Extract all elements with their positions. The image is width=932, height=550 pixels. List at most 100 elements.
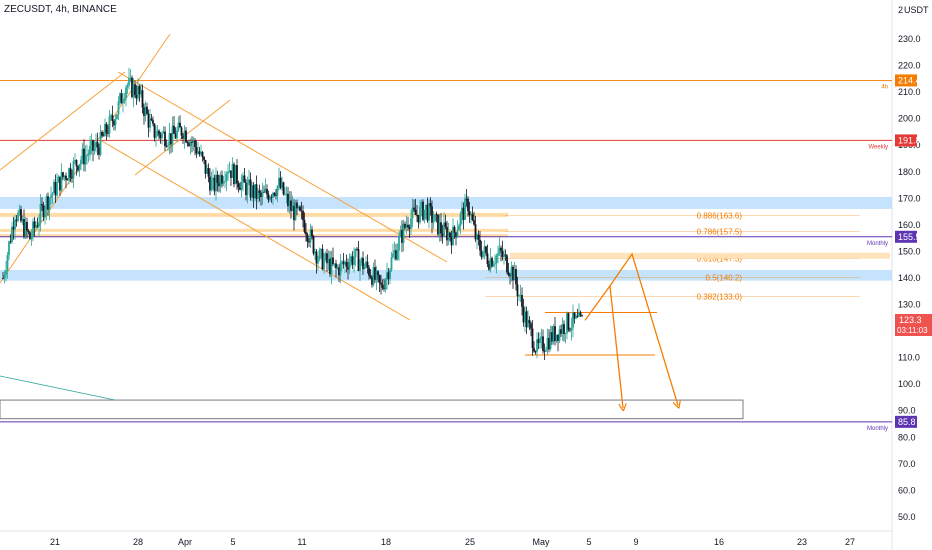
- candle-body: [215, 174, 217, 192]
- candle-body: [129, 77, 132, 79]
- candle-body: [30, 236, 33, 240]
- y-tick-label: 100.0: [898, 379, 921, 389]
- candle-body: [65, 175, 67, 180]
- candle-body: [476, 234, 478, 240]
- candle-body: [267, 194, 270, 201]
- candle-body: [438, 222, 441, 235]
- candle-body: [278, 177, 280, 186]
- candle-body: [503, 254, 505, 258]
- candle-body: [203, 156, 205, 160]
- candle-body: [204, 159, 207, 174]
- candle-body: [399, 230, 402, 237]
- candle-body: [392, 253, 394, 258]
- candle-body: [14, 219, 16, 230]
- candle-body: [6, 254, 9, 271]
- last-price-countdown: 03:11:03: [897, 326, 928, 335]
- candle-body: [183, 130, 186, 139]
- candle-body: [315, 251, 318, 264]
- candle-body: [35, 225, 37, 228]
- candle-body: [552, 326, 555, 342]
- candle-body: [300, 210, 303, 212]
- candle-body: [50, 195, 52, 199]
- range-band: [0, 234, 508, 238]
- symbol-header: ZECUSDT, 4h, BINANCE: [4, 4, 117, 15]
- candle-body: [431, 206, 433, 223]
- candle-body: [258, 190, 261, 193]
- trend-line: [0, 375, 116, 401]
- candle-body: [117, 101, 120, 115]
- candle-body: [195, 147, 198, 154]
- candle-body: [27, 230, 30, 233]
- candle-body: [38, 222, 40, 227]
- x-axis-ticks: 21 28 Apr 5 11 18 25 May 5 9 16 23 27: [50, 537, 855, 547]
- candle-body: [198, 151, 201, 155]
- candle-body: [407, 224, 409, 228]
- x-tick-label: 11: [297, 537, 306, 547]
- candle-body: [153, 123, 156, 138]
- candle-body: [41, 204, 43, 206]
- candle-body: [222, 181, 225, 184]
- candle-body: [17, 213, 19, 221]
- candle-body: [221, 175, 223, 184]
- candle-body: [62, 172, 64, 178]
- level-note: 4h: [881, 84, 888, 90]
- candle-body: [156, 130, 159, 137]
- candle-body: [536, 339, 538, 352]
- supply-zone: [0, 269, 892, 281]
- candle-body: [471, 214, 474, 221]
- candle-body: [84, 155, 87, 165]
- level-note: Monthly: [867, 241, 888, 247]
- candle-body: [432, 221, 435, 223]
- candle-body: [90, 140, 93, 146]
- range-band: [0, 212, 508, 217]
- candle-body: [56, 182, 58, 196]
- candle-body: [272, 192, 274, 198]
- candle-body: [152, 120, 154, 124]
- candle-body: [237, 183, 240, 188]
- candle-body: [375, 271, 378, 280]
- candle-body: [92, 140, 94, 151]
- candle-body: [260, 192, 262, 197]
- candle-body: [528, 319, 531, 324]
- last-price-value: 123.3: [899, 315, 922, 325]
- candle-body: [461, 207, 463, 214]
- candle-body: [210, 179, 213, 191]
- candle-body: [281, 182, 283, 188]
- candle-body: [383, 287, 385, 290]
- candle-body: [395, 250, 397, 260]
- candle-body: [488, 264, 490, 270]
- candle-body: [105, 123, 108, 134]
- candle-body: [335, 263, 337, 269]
- candle-body: [299, 206, 301, 211]
- candle-body: [350, 256, 352, 263]
- candle-body: [549, 332, 552, 350]
- candle-body: [249, 179, 252, 198]
- top-marker: 2: [898, 5, 903, 15]
- candle-body: [449, 232, 451, 238]
- candle-body: [521, 295, 523, 307]
- candle-body: [363, 266, 366, 270]
- candle-body: [351, 256, 354, 265]
- candle-body: [24, 222, 27, 237]
- candle-body: [546, 338, 549, 350]
- candle-body: [378, 275, 381, 283]
- y-tick-label: 230.0: [898, 34, 921, 44]
- candle-body: [441, 233, 444, 236]
- candle-body: [327, 258, 330, 264]
- candle-body: [254, 184, 256, 199]
- candle-body: [329, 258, 331, 275]
- candle-body: [531, 328, 534, 348]
- candlestick-series: [2, 67, 583, 360]
- candle-body: [579, 312, 582, 316]
- candle-body: [342, 261, 345, 265]
- supply-zone: [0, 196, 892, 209]
- candle-body: [341, 261, 343, 263]
- candle-body: [111, 115, 114, 122]
- candle-body: [320, 248, 322, 250]
- candle-body: [264, 188, 267, 193]
- candle-body: [224, 181, 226, 183]
- candle-body: [69, 168, 72, 178]
- candle-body: [54, 181, 57, 196]
